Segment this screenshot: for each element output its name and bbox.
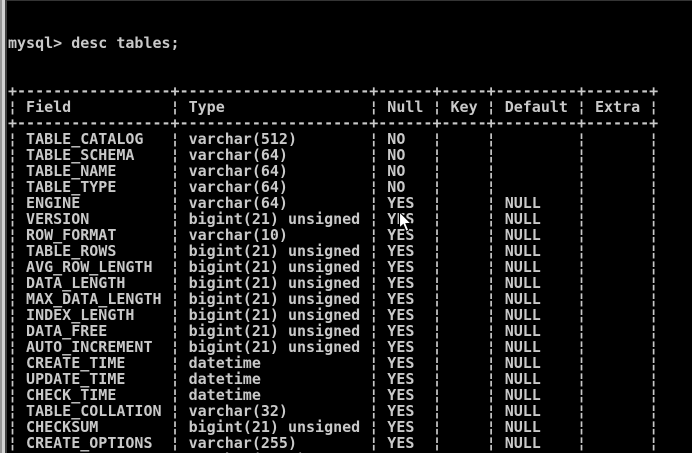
terminal-content: mysql> desc tables; +-----------------+-… [8,3,658,453]
result-table: +-----------------+---------------------… [8,82,659,453]
command-line: mysql> desc tables; [8,34,180,52]
window-left-border [0,0,7,453]
